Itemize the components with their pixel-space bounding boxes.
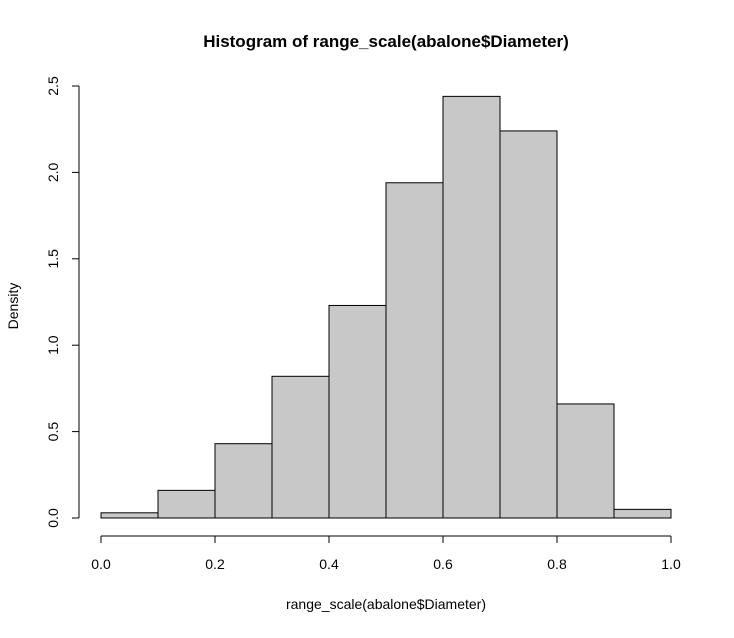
y-axis-label: Density xyxy=(5,283,21,330)
histogram-bar-2 xyxy=(157,489,216,519)
histogram-bar-5 xyxy=(328,304,387,519)
y-axis: 0.0 0.5 1.0 1.5 2.0 2.5 xyxy=(45,76,80,528)
histogram-bar-4 xyxy=(271,375,330,519)
histogram-bar-3 xyxy=(214,443,273,519)
bars-group xyxy=(100,95,672,519)
y-tick-label: 0.5 xyxy=(45,422,61,442)
chart-title: Histogram of range_scale(abalone$Diamete… xyxy=(203,32,569,51)
x-tick-label: 0.0 xyxy=(91,556,111,572)
histogram-bar-8 xyxy=(499,130,558,519)
x-tick-label: 0.8 xyxy=(547,556,567,572)
y-tick-label: 1.0 xyxy=(45,335,61,355)
x-axis: 0.0 0.2 0.4 0.6 0.8 1.0 xyxy=(91,535,681,572)
histogram-bar-1 xyxy=(100,512,159,519)
x-tick-label: 1.0 xyxy=(661,556,681,572)
y-tick-label: 2.0 xyxy=(45,162,61,182)
y-tick-label: 1.5 xyxy=(45,249,61,269)
histogram-bar-9 xyxy=(556,403,615,519)
x-tick-label: 0.6 xyxy=(433,556,453,572)
histogram-bar-7 xyxy=(442,95,501,519)
histogram-bar-6 xyxy=(385,182,444,519)
y-tick-label: 2.5 xyxy=(45,76,61,96)
y-tick-label: 0.0 xyxy=(45,508,61,528)
x-tick-label: 0.4 xyxy=(319,556,339,572)
x-tick-label: 0.2 xyxy=(205,556,225,572)
x-axis-label: range_scale(abalone$Diameter) xyxy=(286,596,486,612)
histogram-bar-10 xyxy=(613,508,672,519)
